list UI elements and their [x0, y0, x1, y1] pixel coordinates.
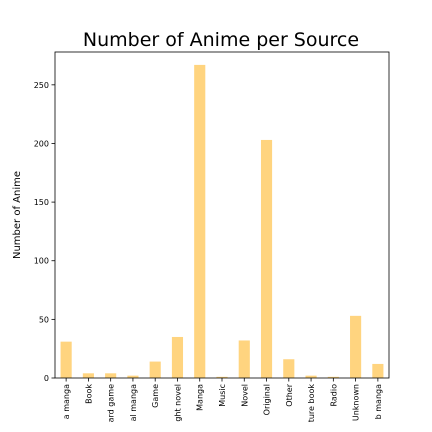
bar-1 [82, 373, 94, 378]
y-axis-ticks: 0 50 100 150 200 250 [34, 81, 55, 383]
y-tick-label-1: 50 [39, 315, 49, 324]
x-tick-label-14: b manga [374, 384, 383, 419]
bar-0 [60, 341, 72, 378]
x-tick-label-8: Novel [240, 384, 249, 407]
x-tick-label-1: Book [84, 384, 93, 404]
x-tick-label-6: Manga [196, 384, 205, 411]
y-tick-label-0: 0 [44, 374, 49, 383]
x-tick-label-12: Radio [329, 384, 338, 407]
x-tick-label-2: ard game [107, 384, 116, 422]
bar-13 [350, 315, 362, 378]
y-tick-label-3: 150 [34, 198, 49, 207]
bar-7 [216, 376, 228, 378]
y-axis-label: Number of Anime [12, 171, 23, 259]
bar-14 [372, 363, 384, 378]
x-tick-label-11: ture book [307, 384, 316, 423]
bar-4 [149, 361, 161, 378]
x-tick-label-4: Game [151, 384, 160, 408]
x-tick-label-10: Other [285, 383, 294, 406]
y-tick-label-4: 200 [34, 139, 49, 148]
bar-2 [105, 373, 117, 378]
x-tick-label-0: a manga [62, 384, 71, 419]
bar-9 [260, 139, 273, 378]
x-tick-label-3: al manga [129, 384, 138, 422]
x-tick-label-7: Music [218, 384, 227, 407]
bar-3 [127, 375, 139, 378]
bar-6 [194, 64, 206, 379]
bar-8 [238, 340, 250, 378]
x-axis-ticks: a manga Book ard game al manga Game ght novel… [62, 378, 383, 422]
y-tick-label-5: 250 [34, 81, 49, 90]
bars [60, 64, 384, 379]
bar-10 [283, 359, 295, 378]
y-tick-label-2: 100 [34, 257, 49, 266]
plot-frame [54, 51, 390, 379]
bar-5 [171, 336, 184, 378]
bar-11 [305, 375, 317, 378]
chart-title: Number of Anime per Source [83, 29, 359, 51]
x-tick-label-13: Unknown [352, 384, 361, 421]
x-tick-label-5: ght novel [173, 384, 182, 422]
x-tick-label-9: Original [263, 384, 272, 415]
bar-12 [327, 376, 339, 378]
